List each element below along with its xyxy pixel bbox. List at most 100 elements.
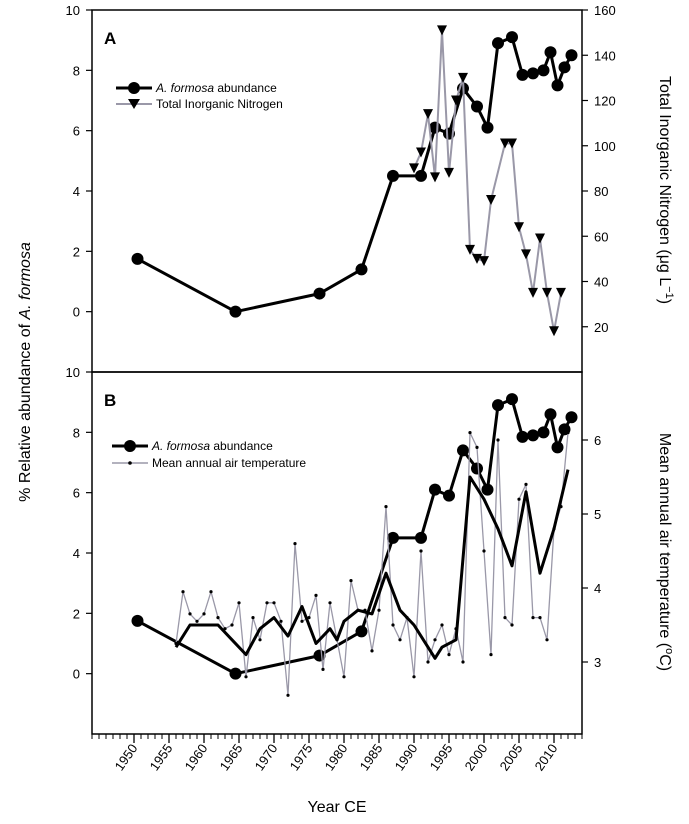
panel-b-series-1-point: [538, 616, 542, 620]
x-tick-label: 1980: [322, 741, 351, 773]
panel-b-series-1-point: [468, 431, 472, 435]
legend-a-marker-nitrogen: [128, 99, 140, 109]
panel-b-series-1-point: [321, 667, 325, 672]
panel-a-series-0-point: [558, 61, 571, 74]
panel-b-series-1-point: [188, 612, 192, 616]
legend-b: A. formosa abundance Mean annual air tem…: [112, 439, 306, 470]
panel-b-series-2-line: [174, 469, 570, 660]
x-tick-label: 1950: [112, 741, 141, 773]
panel-a-series-0-point: [131, 252, 144, 265]
panel-a-series-1-point: [549, 326, 559, 337]
x-tick-label: 1995: [427, 741, 456, 773]
panel-b-left-tick-label: 6: [73, 486, 80, 501]
panel-a-frame: [91, 9, 583, 373]
panel-a-series-0-line: [136, 35, 573, 314]
x-tick-label: 2005: [497, 741, 526, 773]
panel-a-series-1-point: [437, 25, 447, 36]
panel-b-series-0-point: [355, 625, 368, 638]
panel-b-series-1-point: [349, 579, 353, 583]
panel-a-series-1-point: [451, 95, 461, 106]
x-axis-label: Year CE: [308, 799, 367, 816]
panel-a-label: A: [104, 29, 116, 48]
left-axis-label: % Relative abundance of A. formosa: [17, 242, 34, 502]
panel-b-series-1-point: [251, 616, 255, 620]
panel-b-series-0-point: [544, 408, 557, 421]
panel-b-series-0-point: [471, 462, 483, 475]
panel-b-series-1-point: [244, 675, 248, 679]
panel-b-series-1-point: [510, 623, 514, 627]
panel-a-series-0-point: [537, 64, 550, 77]
panel-b-series-1-point: [433, 638, 437, 642]
panel-b-series-1-point: [279, 619, 283, 623]
panel-a-series-0-point: [471, 100, 483, 113]
panel-a-series-1-point: [535, 233, 545, 244]
panel-b-series-0-point: [229, 667, 242, 680]
panel-a-series-0-point: [492, 37, 504, 50]
panel-a-series-1-point: [479, 256, 489, 267]
panel-b-series-0-point: [527, 429, 539, 442]
panel-b-series-0-point: [506, 393, 518, 406]
legend-b-marker-temperature: [128, 461, 132, 465]
panel-a-series-1-point: [507, 138, 517, 149]
legend-b-marker-abundance: [124, 440, 136, 452]
panel-b-series-1-point: [398, 638, 402, 642]
right-axis-label-b: Mean annual air temperature (oC): [656, 433, 675, 671]
panel-a-series-0-point: [551, 79, 564, 92]
panel-b-series-0-point: [429, 483, 441, 496]
panel-a-left-tick-label: 4: [73, 184, 80, 199]
panel-a: A: [91, 9, 583, 373]
legend-a: A. formosa abundance Total Inorganic Nit…: [116, 81, 283, 111]
panel-a-right-tick-label: 120: [594, 94, 616, 109]
panel-a-series-0-point: [544, 46, 557, 59]
panel-a-left-tick-label: 2: [73, 244, 80, 259]
x-tick-label: 1975: [287, 741, 316, 773]
panel-b-series-1-point: [419, 549, 423, 553]
panel-b-series-1-point: [482, 549, 486, 553]
panel-a-series-0-point: [355, 263, 368, 276]
panel-b-series-0-point: [131, 614, 144, 627]
panel-a-right-tick-label: 140: [594, 48, 616, 63]
x-tick-label: 2000: [462, 741, 491, 773]
panel-a-right-tick-label: 100: [594, 139, 616, 154]
panel-b-series-1-point: [531, 616, 535, 620]
panel-a-right-tick-label: 160: [594, 3, 616, 18]
x-tick-label: 1970: [252, 741, 281, 773]
panel-a-left-tick-label: 6: [73, 124, 80, 139]
panel-b-left-tick-label: 4: [73, 546, 80, 561]
x-tick-label: 1960: [182, 741, 211, 773]
panel-a-left-tick-label: 0: [73, 305, 80, 320]
panel-b-series-1-point: [566, 431, 570, 435]
panel-b-series-1-point: [412, 675, 416, 679]
panel-b-series-1-point: [314, 593, 318, 598]
panel-a-series-0-point: [506, 31, 518, 44]
panel-a-series-0-point: [565, 49, 578, 62]
panel-a-series-1-point: [430, 172, 440, 183]
panel-a-series-1-point: [500, 138, 510, 149]
panel-a-series-1-point: [444, 167, 454, 178]
x-tick-label: 1990: [392, 741, 421, 773]
panel-a-right-tick-label: 60: [594, 229, 608, 244]
legend-a-label-abundance: A. formosa abundance: [155, 81, 277, 95]
panel-b-series-0-point: [565, 411, 578, 424]
panel-a-series-1-point: [528, 287, 538, 298]
panel-b-series-1-point: [440, 623, 444, 627]
panel-b-series-1-point: [461, 660, 465, 664]
panel-b-series-1-point: [377, 608, 381, 612]
panel-b-series-1-point: [447, 653, 451, 657]
panel-b-series-0-point: [415, 531, 427, 544]
panel-b-series-0-point: [457, 444, 469, 457]
panel-b-series-1-point: [475, 445, 479, 449]
panel-b-series-1-point: [237, 601, 241, 605]
panel-a-series-1-point: [521, 249, 531, 260]
x-tick-label: 1965: [217, 741, 246, 773]
panel-b-right-tick-label: 5: [594, 507, 601, 522]
panel-b-series-1-point: [265, 601, 269, 605]
panel-b-series-0-point: [387, 531, 399, 544]
panel-b-series-1-point: [370, 649, 374, 653]
panel-b-left-tick-label: 2: [73, 606, 80, 621]
panel-a-left-tick-label: 8: [73, 63, 80, 78]
panel-a-right-tick-label: 20: [594, 320, 608, 335]
panel-b-series-1-point: [293, 542, 297, 546]
panel-b-left-tick-label: 0: [73, 667, 80, 682]
